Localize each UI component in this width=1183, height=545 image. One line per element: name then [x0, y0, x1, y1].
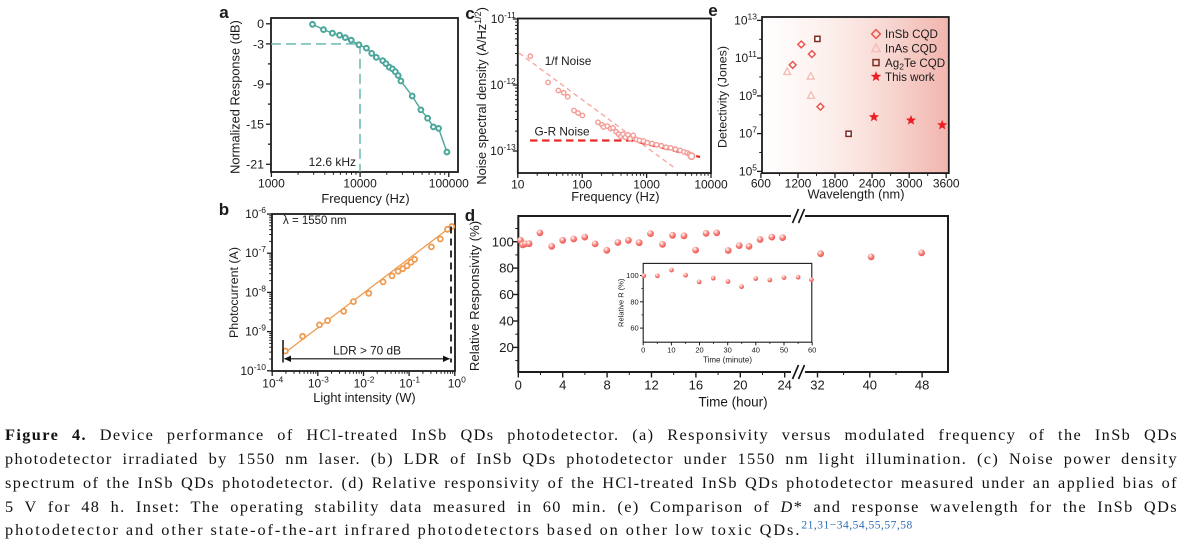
svg-text:a: a — [219, 3, 229, 22]
svg-text:8: 8 — [603, 378, 610, 393]
svg-text:d: d — [465, 206, 475, 225]
svg-text:1013: 1013 — [734, 11, 757, 27]
svg-text:10-10: 10-10 — [240, 362, 266, 378]
svg-text:Noise spectral density (A/Hz1/: Noise spectral density (A/Hz1/2) — [473, 7, 489, 185]
svg-text:20: 20 — [733, 378, 747, 393]
svg-text:109: 109 — [739, 87, 757, 103]
svg-text:30: 30 — [724, 346, 732, 355]
svg-text:50: 50 — [780, 346, 788, 355]
svg-text:10-7: 10-7 — [245, 244, 266, 260]
svg-text:Relative R (%): Relative R (%) — [617, 278, 626, 327]
svg-text:InSb CQD: InSb CQD — [885, 28, 938, 41]
svg-text:λ = 1550 nm: λ = 1550 nm — [283, 215, 347, 227]
svg-text:b: b — [219, 200, 229, 219]
svg-text:100: 100 — [626, 271, 639, 280]
svg-text:G-R Noise: G-R Noise — [534, 125, 590, 139]
svg-text:c: c — [465, 4, 474, 23]
svg-text:12: 12 — [644, 378, 658, 393]
svg-text:-21: -21 — [246, 158, 264, 172]
svg-text:InAs CQD: InAs CQD — [885, 43, 937, 56]
svg-text:0: 0 — [257, 17, 264, 31]
svg-text:100: 100 — [448, 375, 466, 391]
svg-text:3000: 3000 — [896, 177, 923, 191]
svg-text:1000: 1000 — [633, 178, 660, 192]
svg-text:24: 24 — [777, 378, 791, 393]
svg-text:-3: -3 — [253, 37, 264, 51]
svg-text:40: 40 — [499, 314, 514, 329]
svg-text:This work: This work — [885, 71, 935, 84]
svg-text:10-6: 10-6 — [245, 205, 266, 221]
svg-text:1200: 1200 — [785, 177, 812, 191]
svg-text:10000: 10000 — [343, 177, 377, 191]
svg-text:10-13: 10-13 — [490, 142, 516, 158]
svg-text:100000: 100000 — [429, 177, 469, 191]
svg-text:Time (minute): Time (minute) — [703, 356, 752, 365]
svg-text:600: 600 — [751, 177, 771, 191]
svg-text:16: 16 — [689, 378, 703, 393]
svg-text:e: e — [708, 1, 717, 20]
svg-text:60: 60 — [630, 324, 638, 333]
svg-text:80: 80 — [630, 297, 638, 306]
svg-text:32: 32 — [810, 378, 824, 393]
svg-text:Ag2Te CQD: Ag2Te CQD — [885, 57, 945, 72]
svg-text:-15: -15 — [246, 118, 264, 132]
svg-text:-9: -9 — [253, 77, 264, 91]
svg-text:48: 48 — [915, 378, 929, 393]
svg-text:10-12: 10-12 — [490, 76, 516, 92]
svg-text:Photocurrent (A): Photocurrent (A) — [227, 247, 241, 338]
svg-text:Light intensity (W): Light intensity (W) — [313, 390, 415, 405]
svg-text:10-1: 10-1 — [399, 375, 420, 391]
svg-text:Wavelength (nm): Wavelength (nm) — [808, 187, 905, 202]
svg-text:60: 60 — [499, 287, 514, 302]
svg-text:1011: 1011 — [735, 49, 757, 65]
svg-text:40: 40 — [863, 378, 877, 393]
svg-text:10000: 10000 — [694, 178, 728, 192]
svg-text:0: 0 — [515, 378, 522, 393]
svg-text:1/f Noise: 1/f Noise — [545, 54, 592, 68]
svg-text:12.6 kHz: 12.6 kHz — [309, 155, 356, 169]
svg-text:3600: 3600 — [933, 177, 960, 191]
svg-text:0: 0 — [641, 346, 645, 355]
svg-text:Relative Responsivity (%): Relative Responsivity (%) — [467, 221, 482, 371]
svg-text:Detectivity (Jones): Detectivity (Jones) — [716, 46, 730, 148]
svg-text:Time (hour): Time (hour) — [698, 395, 767, 410]
svg-text:1800: 1800 — [822, 177, 849, 191]
svg-text:Normalized Response (dB): Normalized Response (dB) — [228, 20, 243, 174]
svg-text:4: 4 — [559, 378, 566, 393]
svg-text:10-8: 10-8 — [245, 283, 266, 299]
svg-text:107: 107 — [739, 125, 757, 141]
svg-text:20: 20 — [499, 340, 514, 355]
svg-text:10: 10 — [511, 178, 525, 192]
svg-text:10-9: 10-9 — [245, 323, 266, 339]
svg-text:100: 100 — [572, 178, 592, 192]
svg-text:Frequency (Hz): Frequency (Hz) — [571, 189, 659, 204]
svg-text:80: 80 — [499, 261, 514, 276]
svg-text:10-4: 10-4 — [262, 375, 283, 391]
svg-text:40: 40 — [752, 346, 760, 355]
svg-text:60: 60 — [808, 346, 816, 355]
svg-text:100: 100 — [492, 234, 514, 249]
svg-text:1000: 1000 — [258, 177, 285, 191]
svg-text:20: 20 — [695, 346, 703, 355]
svg-text:10-11: 10-11 — [491, 10, 516, 26]
svg-text:LDR > 70 dB: LDR > 70 dB — [333, 344, 401, 358]
svg-text:10-3: 10-3 — [308, 375, 329, 391]
svg-text:10-2: 10-2 — [354, 375, 375, 391]
svg-text:10: 10 — [667, 346, 675, 355]
svg-text:2400: 2400 — [859, 177, 886, 191]
svg-text:Frequency (Hz): Frequency (Hz) — [321, 191, 409, 206]
